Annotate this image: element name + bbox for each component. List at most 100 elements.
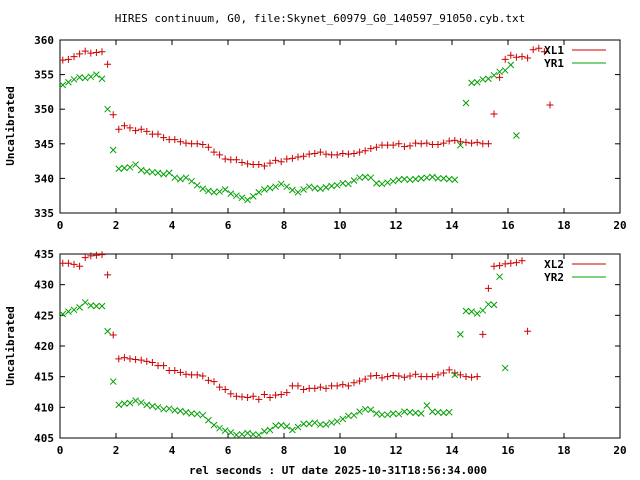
bottom-ytick-label: 420 [34, 340, 54, 353]
point-xl2 [395, 372, 403, 380]
point-xl2 [350, 379, 358, 387]
point-yr2 [345, 412, 352, 420]
point-yr1 [389, 177, 397, 185]
point-yr2 [210, 421, 218, 429]
point-xl1 [154, 130, 162, 138]
point-xl2 [322, 384, 330, 392]
point-xl2 [283, 389, 291, 397]
point-xl1 [283, 155, 291, 163]
point-xl1 [300, 152, 308, 160]
point-xl2 [361, 375, 369, 383]
point-yr1 [115, 165, 123, 173]
point-xl1 [367, 145, 375, 153]
series-yr1 [59, 61, 520, 204]
point-yr1 [137, 166, 145, 174]
point-xl1 [76, 50, 84, 58]
top-xtick-label: 20 [613, 219, 626, 232]
point-xl2 [87, 252, 95, 260]
point-yr2 [143, 401, 151, 409]
point-xl2 [98, 251, 106, 259]
point-yr2 [165, 405, 173, 412]
point-yr2 [283, 422, 291, 430]
point-yr1 [193, 181, 201, 189]
point-xl1 [462, 138, 470, 146]
point-xl1 [132, 127, 140, 135]
point-yr1 [126, 163, 134, 171]
point-yr1 [277, 180, 285, 188]
point-yr2 [272, 422, 279, 430]
point-yr1 [65, 78, 72, 86]
point-xl2 [76, 262, 84, 270]
top-ytick-label: 345 [34, 138, 54, 151]
point-xl1 [115, 125, 123, 133]
point-xl1 [356, 148, 364, 156]
point-xl1 [344, 150, 352, 158]
point-xl1 [417, 140, 425, 148]
legend-label-xl1: XL1 [544, 44, 564, 57]
point-xl1 [305, 150, 313, 158]
point-yr1 [479, 76, 487, 83]
point-xl2 [384, 373, 392, 381]
point-yr1 [205, 187, 212, 195]
point-xl2 [468, 373, 476, 381]
point-yr1 [59, 81, 67, 89]
point-xl1 [412, 139, 420, 147]
point-yr2 [115, 401, 123, 409]
point-xl1 [406, 142, 414, 150]
point-yr1 [485, 75, 492, 83]
point-yr1 [272, 183, 279, 191]
point-yr1 [76, 74, 83, 81]
point-yr2 [423, 402, 431, 409]
point-xl1 [70, 53, 78, 61]
point-yr2 [160, 405, 167, 413]
point-yr1 [440, 175, 447, 182]
point-xl2 [104, 271, 112, 279]
point-yr2 [59, 310, 67, 318]
point-xl2 [193, 371, 201, 379]
top-legend: XL1 YR1 [544, 44, 606, 70]
point-xl1 [389, 141, 397, 149]
point-xl1 [440, 139, 448, 147]
point-xl1 [339, 149, 347, 157]
point-xl1 [518, 53, 526, 61]
point-yr1 [322, 184, 330, 191]
point-xl2 [524, 327, 532, 335]
point-yr1 [490, 71, 498, 79]
point-yr1 [462, 99, 470, 107]
point-xl1 [232, 156, 240, 164]
point-yr2 [373, 410, 380, 417]
point-yr1 [109, 146, 117, 154]
point-xl1 [244, 160, 252, 168]
point-yr2 [367, 406, 375, 414]
point-yr2 [417, 410, 425, 417]
point-yr1 [289, 186, 296, 194]
point-yr2 [317, 421, 324, 428]
point-yr1 [177, 175, 184, 183]
point-yr2 [412, 409, 419, 417]
point-yr1 [339, 179, 347, 187]
point-yr2 [255, 431, 263, 439]
point-xl1 [204, 143, 212, 151]
point-yr2 [126, 399, 134, 407]
point-yr1 [311, 184, 319, 192]
point-xl2 [221, 386, 229, 394]
point-yr1 [457, 141, 464, 149]
bottom-ytick-label: 425 [34, 309, 54, 322]
series-yr2 [59, 273, 509, 439]
point-xl1 [490, 110, 498, 118]
point-yr2 [434, 408, 442, 416]
point-xl1 [238, 158, 246, 166]
point-yr2 [266, 426, 274, 434]
point-xl1 [400, 143, 408, 151]
x-axis-label: rel seconds : UT date 2025-10-31T18:56:3… [189, 464, 487, 477]
top-xtick-label: 2 [113, 219, 120, 232]
point-xl2 [378, 374, 386, 382]
point-xl1 [210, 148, 218, 156]
point-yr1 [294, 188, 302, 196]
point-yr1 [328, 182, 335, 190]
series-xl1 [59, 44, 554, 170]
point-xl2 [333, 382, 341, 390]
point-yr2 [462, 307, 470, 315]
top-ytick-label: 335 [34, 207, 54, 220]
